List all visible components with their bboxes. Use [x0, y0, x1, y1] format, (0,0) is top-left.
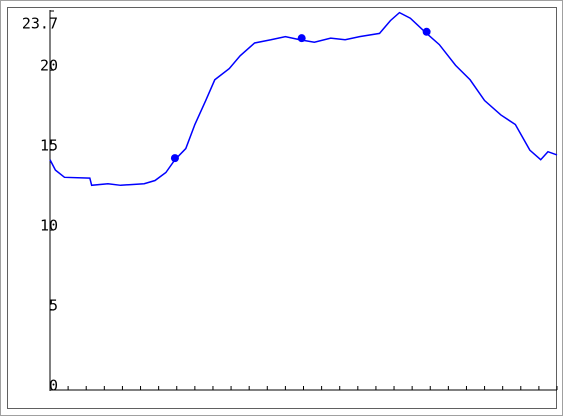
data-point: [170, 154, 179, 163]
y-tick-label: 20: [40, 57, 58, 75]
y-tick-label: 0: [49, 377, 58, 395]
data-point: [297, 34, 306, 43]
y-tick-label: 23.7: [22, 15, 58, 33]
y-tick-label: 15: [40, 137, 58, 155]
data-point: [422, 27, 431, 36]
frame-inner: [7, 7, 557, 409]
y-tick-label: 10: [40, 217, 58, 235]
data-line: [49, 11, 558, 187]
y-tick-label: 5: [49, 297, 58, 315]
